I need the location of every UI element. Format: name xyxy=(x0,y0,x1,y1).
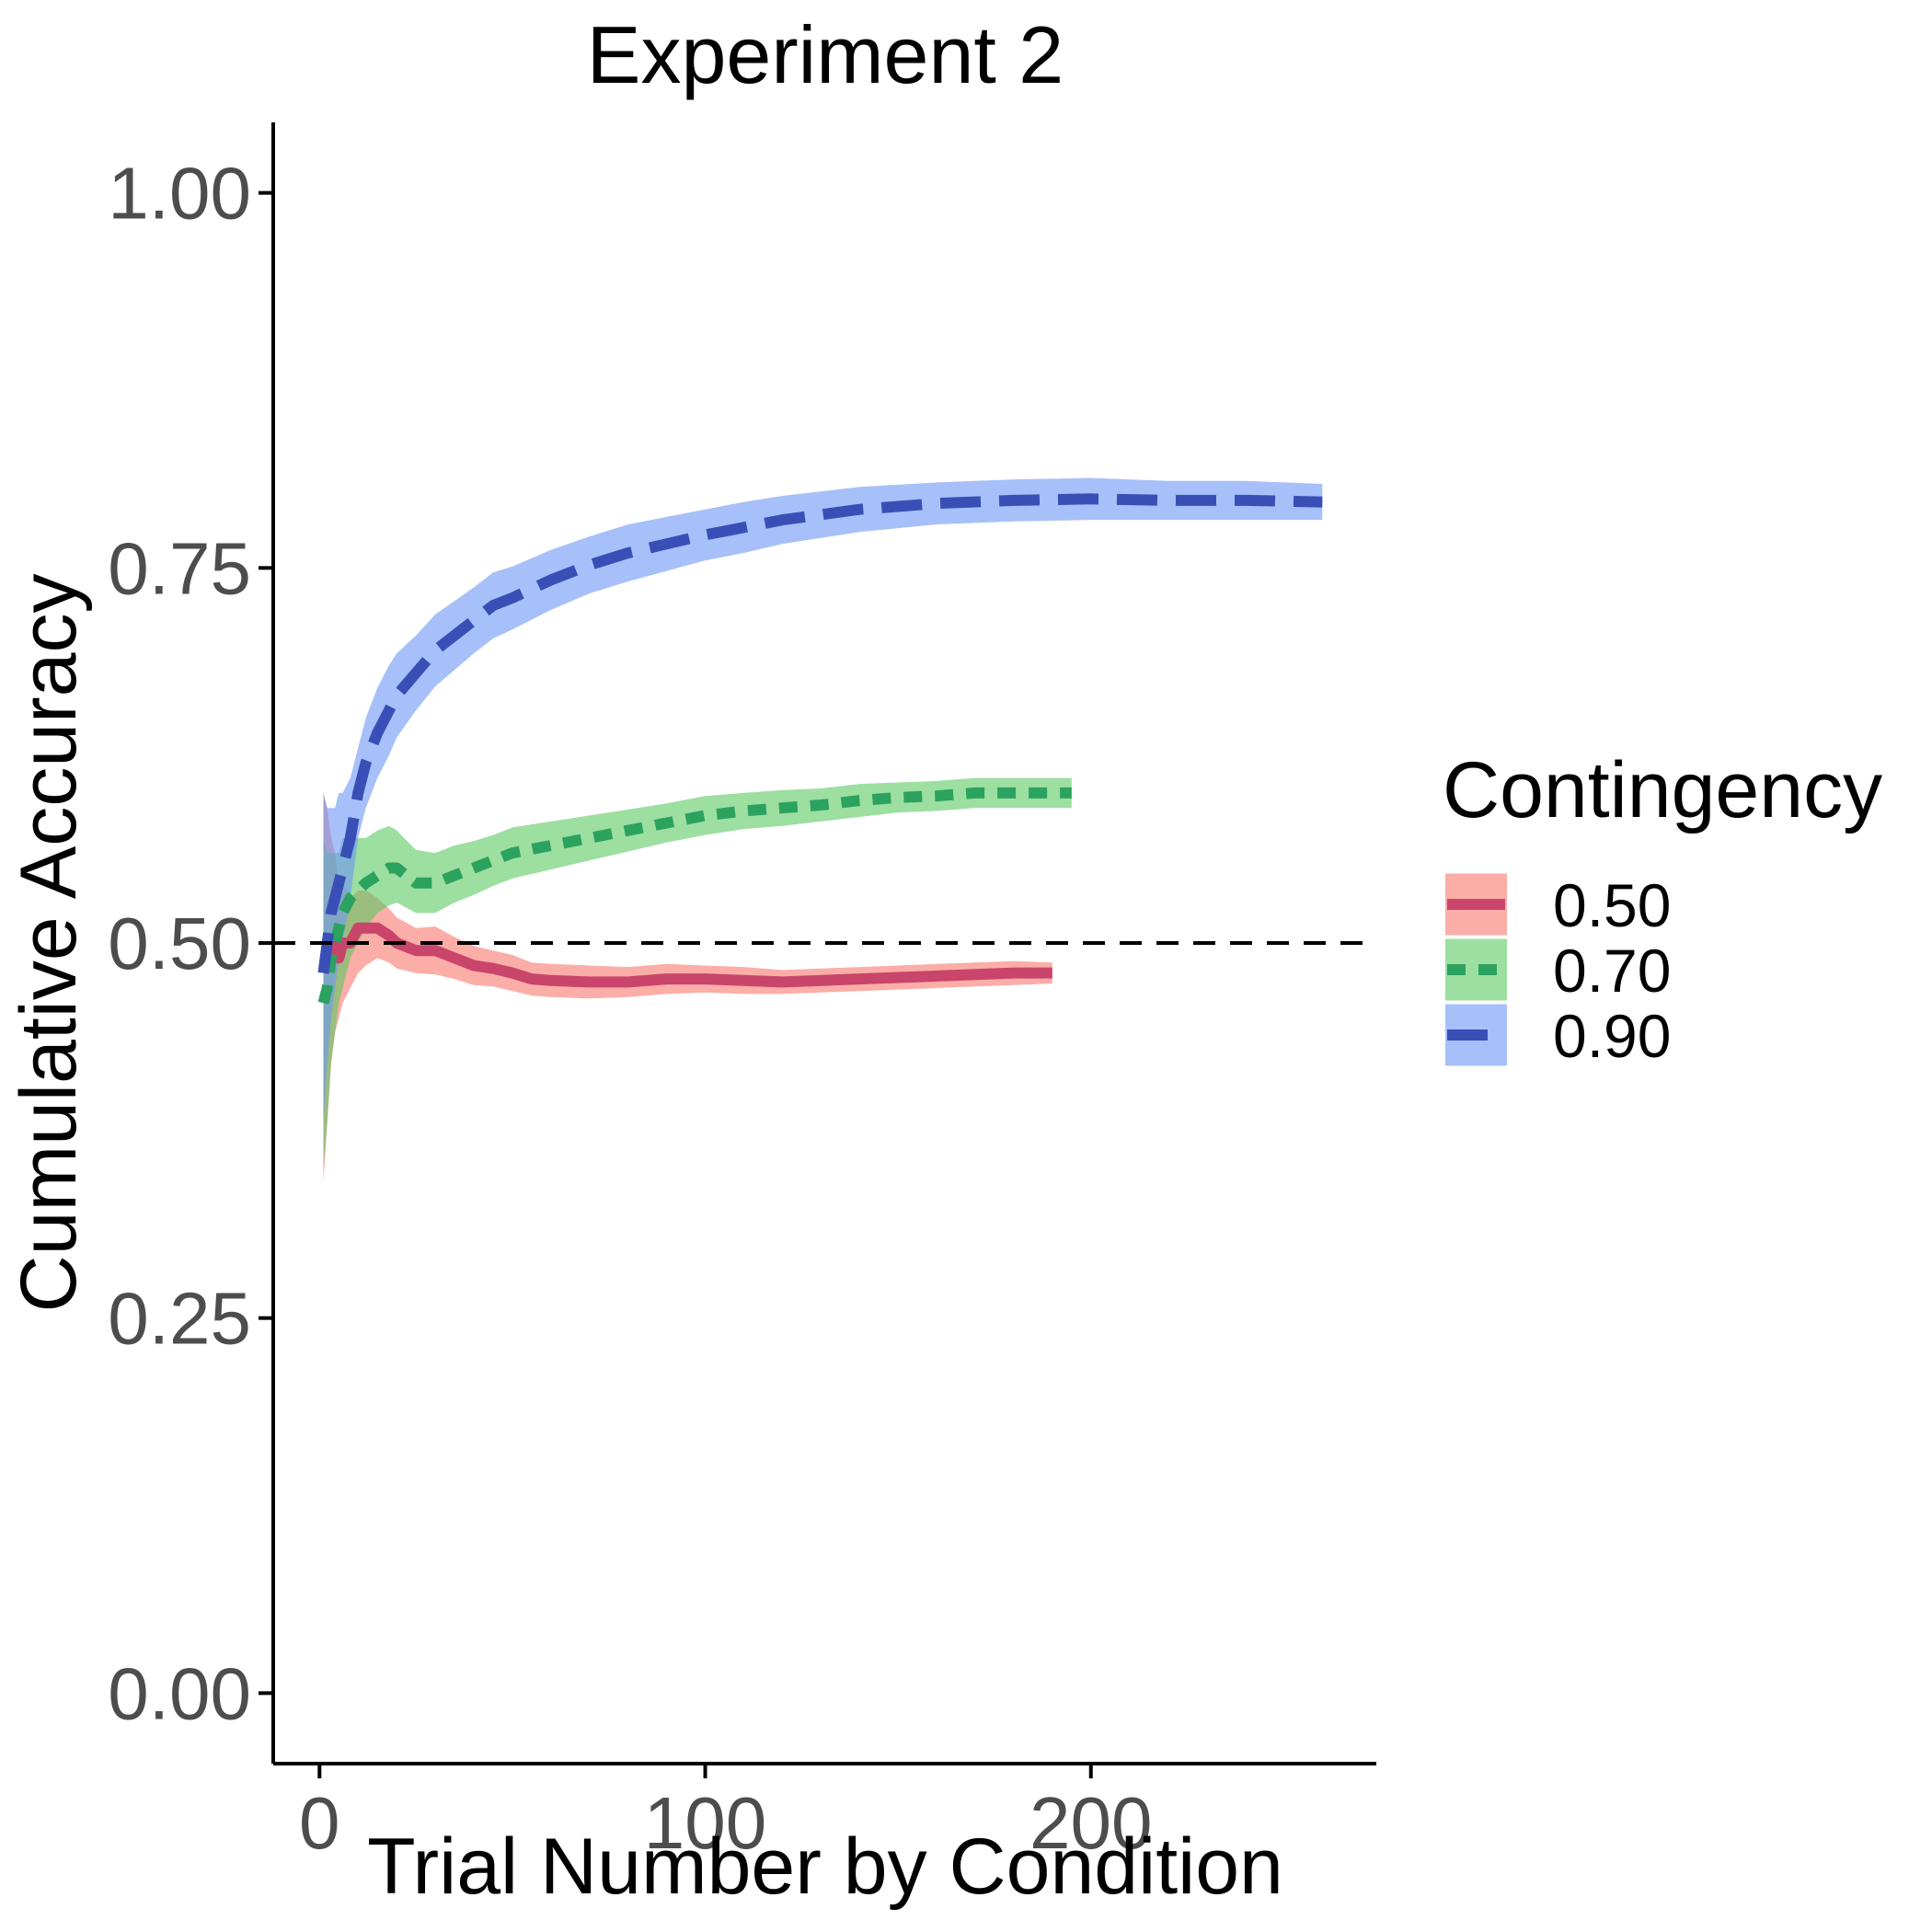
y-tick-label: 0.50 xyxy=(108,903,251,984)
axes: 0.00 0.25 0.50 0.75 1.00 0 100 200 xyxy=(108,122,1376,1864)
y-tick-label: 0.75 xyxy=(108,527,251,609)
y-axis-ticks: 0.00 0.25 0.50 0.75 1.00 xyxy=(108,153,273,1734)
y-tick-label: 0.25 xyxy=(108,1278,251,1360)
confidence-band-070 xyxy=(323,777,1072,1168)
confidence-band-050 xyxy=(323,792,1052,1183)
x-axis-ticks: 0 100 200 xyxy=(299,1764,1153,1864)
legend: Contingency 0.500.700.90 xyxy=(1443,746,1882,1070)
legend-items: 0.500.700.90 xyxy=(1445,871,1671,1070)
legend-title: Contingency xyxy=(1443,746,1882,834)
series-line-090 xyxy=(317,493,1323,974)
x-axis-title: Trial Number by Condition xyxy=(367,1823,1283,1911)
chart-title: Experiment 2 xyxy=(587,9,1064,100)
legend-item: 0.90 xyxy=(1445,1002,1671,1070)
legend-label: 0.90 xyxy=(1553,1002,1671,1070)
confidence-bands xyxy=(323,477,1323,1183)
legend-item: 0.70 xyxy=(1445,937,1671,1005)
x-tick-label: 0 xyxy=(299,1782,340,1864)
x-tick-label: 100 xyxy=(644,1782,766,1864)
series-line-070 xyxy=(317,787,1072,1005)
legend-label: 0.50 xyxy=(1553,871,1671,939)
series-line-050 xyxy=(317,922,1052,988)
y-axis-title: Cumulative Accuracy xyxy=(5,574,93,1313)
legend-label: 0.70 xyxy=(1553,937,1671,1005)
y-tick-label: 1.00 xyxy=(108,153,251,235)
y-tick-label: 0.00 xyxy=(108,1652,251,1734)
legend-item: 0.50 xyxy=(1445,871,1671,939)
series-lines xyxy=(317,493,1323,1005)
x-tick-label: 200 xyxy=(1029,1782,1152,1864)
